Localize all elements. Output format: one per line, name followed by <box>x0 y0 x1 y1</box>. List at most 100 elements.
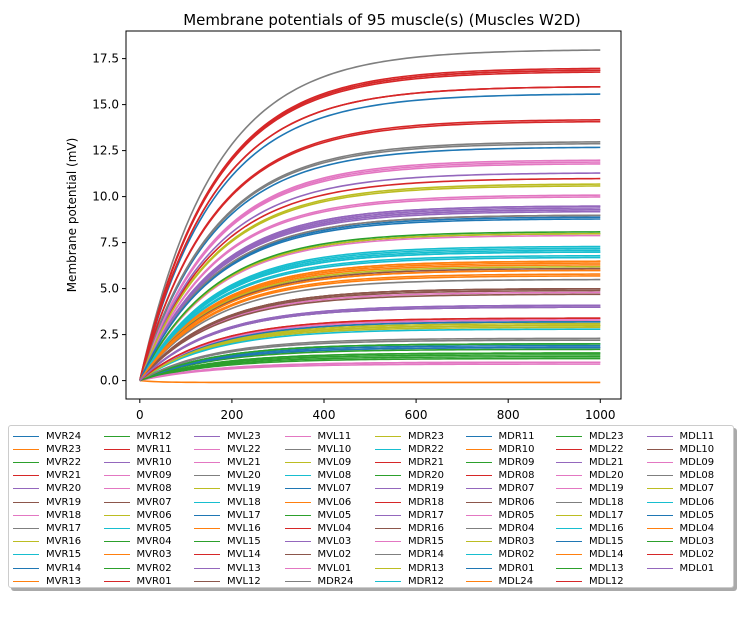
y-axis-label: Membrane potential (mV) <box>65 138 79 293</box>
legend-label: MVL05 <box>317 509 352 521</box>
legend-swatch <box>646 501 673 503</box>
legend-entry-mdl05: MDL05 <box>646 507 715 523</box>
legend-swatch <box>103 567 130 569</box>
legend-entry-mdr20: MDR20 <box>375 468 444 484</box>
legend-swatch <box>194 501 220 503</box>
legend-swatch <box>194 475 220 477</box>
series-line-mdl23 <box>139 231 601 381</box>
legend-entry-mdr07: MDR07 <box>465 481 535 497</box>
legend-entry-mdl09: MDL09 <box>646 454 715 470</box>
legend-label: MVR24 <box>46 430 82 442</box>
legend-swatch <box>103 475 130 477</box>
legend-label: MDL22 <box>589 443 624 455</box>
legend-entry-mvl14: MVL14 <box>194 547 261 563</box>
legend-swatch <box>556 501 582 503</box>
legend-entry-mvr09: MVR09 <box>103 468 172 484</box>
y-tick-label: 7.5 <box>100 236 119 250</box>
legend-entry-mvr20: MVR20 <box>13 481 81 497</box>
legend-swatch <box>375 541 401 543</box>
legend-entry-mdr23: MDR23 <box>375 428 444 444</box>
legend-label: MVR02 <box>136 562 172 574</box>
legend-swatch <box>556 514 582 516</box>
legend-label: MDL10 <box>679 443 715 455</box>
legend-entry-mdr03: MDR03 <box>465 534 535 550</box>
legend-swatch <box>13 475 39 477</box>
legend-label: MVL06 <box>317 496 352 508</box>
legend-swatch <box>646 554 673 556</box>
series-line-mdl10 <box>139 293 601 382</box>
legend-entry-mdl01: MDL01 <box>646 560 715 576</box>
legend-entry-mvl15: MVL15 <box>194 534 261 550</box>
legend-label: MDR23 <box>408 430 445 442</box>
legend-swatch <box>284 461 311 463</box>
series-line-mvr13 <box>139 264 601 382</box>
legend-label: MDR02 <box>498 549 535 561</box>
legend-entry-mvl09: MVL09 <box>284 454 351 470</box>
legend-label: MDL09 <box>679 456 715 468</box>
legend-entry-mdl18: MDL18 <box>556 494 624 510</box>
y-tick-label: 15.0 <box>92 98 119 112</box>
legend-label: MVL21 <box>227 456 261 468</box>
legend-swatch <box>556 461 582 463</box>
legend-label: MVR21 <box>46 470 82 482</box>
legend-label: MVR11 <box>136 443 172 455</box>
legend-swatch <box>284 475 311 477</box>
legend-entry-mvr21: MVR21 <box>13 468 81 484</box>
legend-swatch <box>375 580 401 582</box>
series-line-mvl01 <box>139 363 601 382</box>
legend-entry-mvl06: MVL06 <box>284 494 352 510</box>
legend-label: MVR10 <box>136 456 172 468</box>
legend-entry-mvl17: MVL17 <box>194 507 261 523</box>
legend-entry-mvl05: MVL05 <box>284 507 352 523</box>
series-line-mvl19 <box>139 322 601 382</box>
series-line-mvl20 <box>139 339 601 382</box>
legend-entry-mvr24: MVR24 <box>13 428 81 444</box>
series-line-mdl04 <box>139 269 601 382</box>
legend-label: MVL10 <box>317 443 352 455</box>
legend-entry-mvl21: MVL21 <box>194 454 261 470</box>
series-line-mdr04 <box>139 142 601 381</box>
series-line-mdr02 <box>139 249 601 382</box>
legend-label: MVR23 <box>46 443 82 455</box>
legend-label: MDL01 <box>679 562 715 574</box>
legend-label: MVL08 <box>317 470 352 482</box>
legend-label: MVR01 <box>136 575 172 587</box>
x-tick-label: 1000 <box>585 408 616 422</box>
legend-label: MDL21 <box>589 456 624 468</box>
plot-frame <box>125 30 622 400</box>
series-line-mdl20 <box>139 194 601 381</box>
legend-swatch <box>194 488 220 490</box>
legend-swatch <box>13 461 39 463</box>
legend-swatch <box>646 488 673 490</box>
legend-entry-mdl12: MDL12 <box>556 573 624 589</box>
series-line-mdr23 <box>139 265 601 382</box>
legend-label: MDR11 <box>498 430 535 442</box>
legend-label: MDL05 <box>679 509 715 521</box>
series-line-mvl06 <box>139 262 601 382</box>
legend-swatch <box>103 514 130 516</box>
legend-label: MVL14 <box>227 549 261 561</box>
chart-title: Membrane potentials of 95 muscle(s) (Mus… <box>183 11 581 29</box>
legend-label: MDL24 <box>498 575 534 587</box>
series-line-mdl09 <box>139 319 601 382</box>
legend-swatch <box>103 461 130 463</box>
legend-swatch <box>465 514 492 516</box>
series-line-mdl05 <box>139 218 601 381</box>
legend-label: MVR12 <box>136 430 172 442</box>
legend-swatch <box>194 541 220 543</box>
legend-entry-mdl10: MDL10 <box>646 441 715 457</box>
legend-swatch <box>13 527 39 529</box>
legend-label: MDR01 <box>498 562 535 574</box>
legend-entry-mvr18: MVR18 <box>13 507 81 523</box>
legend-label: MDL02 <box>679 549 715 561</box>
series-line-mdl15 <box>139 321 601 382</box>
series-line-mvr05 <box>139 254 601 382</box>
series-line-mvr03 <box>139 273 601 382</box>
legend-swatch <box>465 501 492 503</box>
legend-swatch <box>646 567 673 569</box>
legend-swatch <box>194 567 220 569</box>
series-line-mdl08 <box>139 337 601 382</box>
series-line-mdr19 <box>139 172 601 381</box>
legend-swatch <box>284 488 311 490</box>
legend-swatch <box>465 567 492 569</box>
